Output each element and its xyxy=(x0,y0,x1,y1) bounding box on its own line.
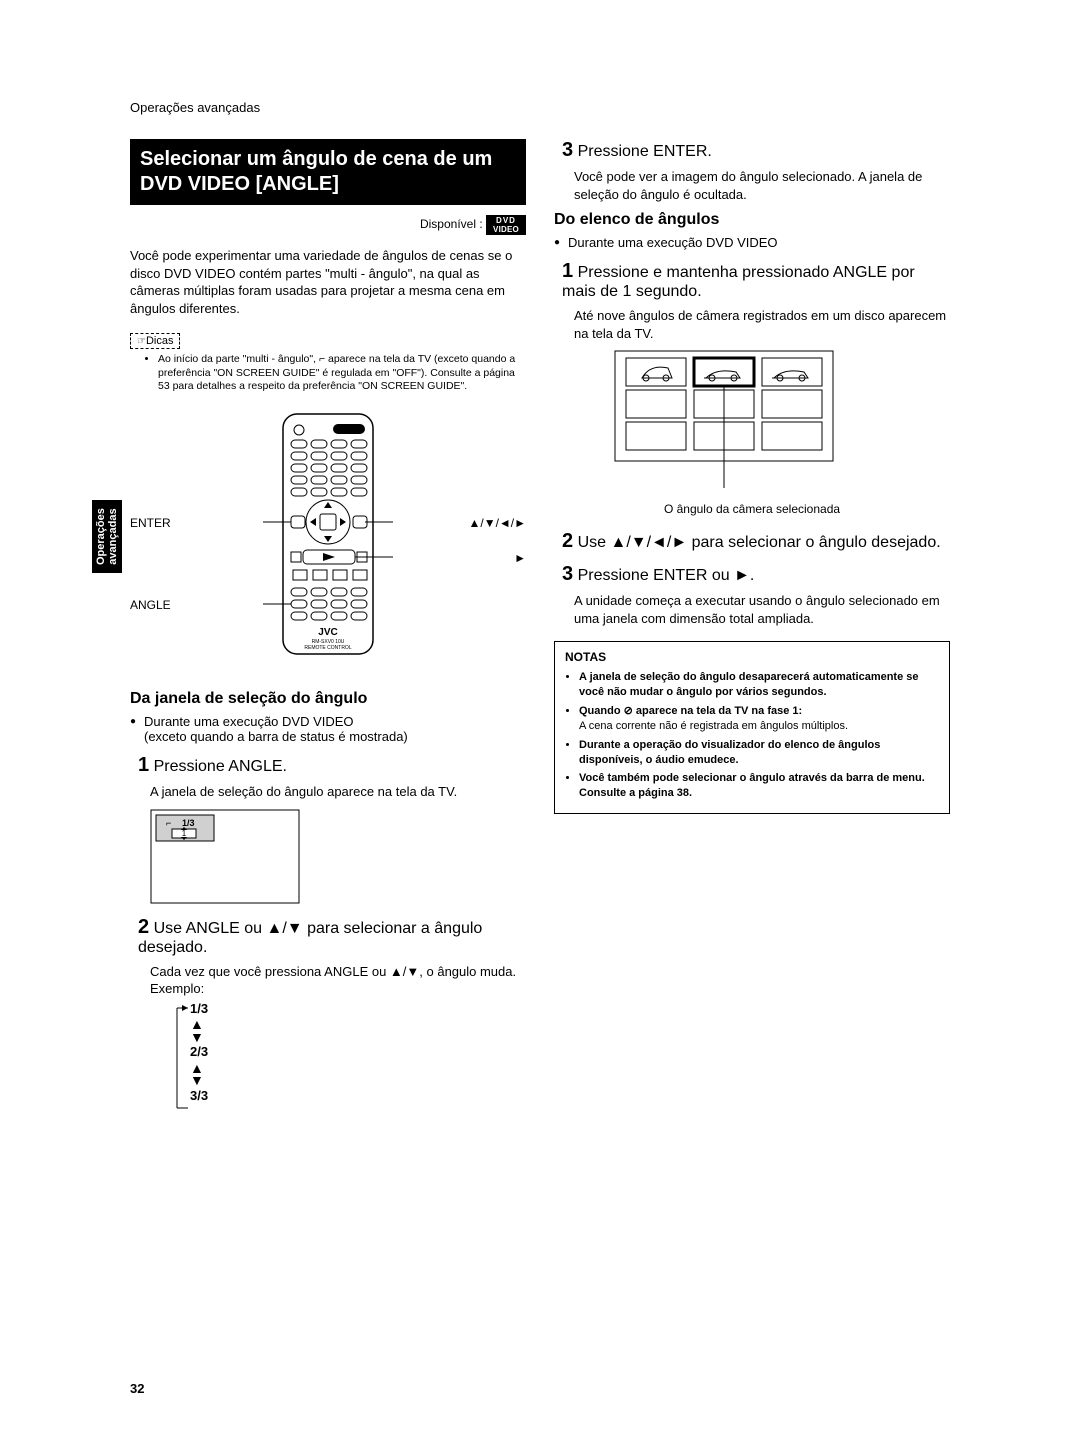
step-r1: 1 Pressione e mantenha pressionado ANGLE… xyxy=(562,260,950,301)
enter-label: ENTER xyxy=(130,516,171,530)
example-label: Exemplo: xyxy=(150,981,204,996)
notes-box: NOTAS A janela de seleção do ângulo desa… xyxy=(554,641,950,814)
angle-label: ANGLE xyxy=(130,598,171,612)
angle-sequence: 1/3 ▲▼ 2/3 ▲▼ 3/3 xyxy=(190,1002,526,1103)
remote-icon: JVC RM-SXV0 10U REMOTE CONTROL xyxy=(263,412,393,662)
right-column: 3 Pressione ENTER. Você pode ver a image… xyxy=(554,139,950,1111)
seq-2: 2/3 xyxy=(190,1045,526,1059)
seq-arrow: ▲▼ xyxy=(190,1018,526,1043)
svg-text:JVC: JVC xyxy=(318,627,337,638)
camera-caption: O ângulo da câmera selecionada xyxy=(554,502,950,516)
intro-text: Você pode experimentar uma variedade de … xyxy=(130,247,526,317)
step-3-desc: Você pode ver a imagem do ângulo selecio… xyxy=(574,168,950,203)
page-header: Operações avançadas xyxy=(130,100,950,115)
step-number: 1 xyxy=(138,754,149,776)
section2-bullet: Durante uma execução DVD VIDEO xyxy=(554,235,950,250)
step-1: 1 Pressione ANGLE. xyxy=(138,754,526,777)
dicas-label: ☞Dicas xyxy=(130,333,180,349)
note-item: Você também pode selecionar o ângulo atr… xyxy=(579,771,939,801)
step-r1-desc: Até nove ângulos de câmera registrados e… xyxy=(574,307,950,342)
notes-title: NOTAS xyxy=(565,650,939,664)
section-title: Selecionar um ângulo de cena de um DVD V… xyxy=(130,139,526,205)
step-title: Use ANGLE ou ▲/▼ para selecionar a ângul… xyxy=(138,920,482,956)
arrows-label: ▲/▼/◄/► xyxy=(468,516,526,530)
osd-figure: ⌐ 1/3 1 xyxy=(150,809,526,904)
step-number: 3 xyxy=(562,563,573,585)
note-item: Quando ⊘ aparece na tela da TV na fase 1… xyxy=(579,704,939,734)
left-column: Selecionar um ângulo de cena de um DVD V… xyxy=(130,139,526,1111)
step-number: 1 xyxy=(562,260,573,282)
step-r3: 3 Pressione ENTER ou ►. xyxy=(562,563,950,586)
play-label: ► xyxy=(514,551,526,565)
side-tab: Operaçõesavançadas xyxy=(92,500,122,573)
seq-3: 3/3 xyxy=(190,1089,526,1103)
svg-text:1: 1 xyxy=(182,829,187,838)
note-item: A janela de seleção do ângulo desaparece… xyxy=(579,670,939,700)
step-title: Pressione ENTER. xyxy=(578,143,712,160)
step-number: 2 xyxy=(138,916,149,938)
step-2-desc: Cada vez que você pressiona ANGLE ou ▲/▼… xyxy=(150,963,526,1103)
note-item: Durante a operação do visualizador do el… xyxy=(579,738,939,768)
remote-figure: JVC RM-SXV0 10U REMOTE CONTROL ENTER ▲/▼… xyxy=(130,412,526,672)
step-title: Use ▲/▼/◄/► para selecionar o ângulo des… xyxy=(578,534,941,551)
step-title: Pressione e mantenha pressionado ANGLE p… xyxy=(562,264,915,300)
step-3: 3 Pressione ENTER. xyxy=(562,139,950,162)
section1-bullet: Durante uma execução DVD VIDEO (exceto q… xyxy=(130,714,526,744)
svg-text:REMOTE CONTROL: REMOTE CONTROL xyxy=(304,645,351,651)
step-number: 3 xyxy=(562,139,573,161)
step-title: Pressione ENTER ou ►. xyxy=(578,567,755,584)
availability: Disponível : DVD VIDEO xyxy=(130,215,526,235)
dicas-list: Ao início da parte "multi - ângulo", ⌐ a… xyxy=(130,353,526,394)
dicas-item: Ao início da parte "multi - ângulo", ⌐ a… xyxy=(158,353,526,394)
step-number: 2 xyxy=(562,530,573,552)
step-r2: 2 Use ▲/▼/◄/► para selecionar o ângulo d… xyxy=(562,530,950,553)
angle-grid-figure xyxy=(614,350,950,490)
notes-list: A janela de seleção do ângulo desaparece… xyxy=(565,670,939,801)
step-1-desc: A janela de seleção do ângulo aparece na… xyxy=(150,783,526,801)
svg-text:⌐: ⌐ xyxy=(166,818,171,828)
section-heading-1: Da janela de seleção do ângulo xyxy=(130,690,526,708)
step-title: Pressione ANGLE. xyxy=(154,758,287,775)
page-number: 32 xyxy=(130,1381,144,1396)
seq-1: 1/3 xyxy=(190,1002,526,1016)
svg-text:1/3: 1/3 xyxy=(182,818,195,828)
dvd-video-badge: DVD VIDEO xyxy=(486,215,526,235)
step-r3-desc: A unidade começa a executar usando o âng… xyxy=(574,592,950,627)
step-2: 2 Use ANGLE ou ▲/▼ para selecionar a âng… xyxy=(138,916,526,957)
seq-arrow: ▲▼ xyxy=(190,1062,526,1087)
avail-label: Disponível : xyxy=(420,217,486,231)
section-heading-2: Do elenco de ângulos xyxy=(554,211,950,229)
